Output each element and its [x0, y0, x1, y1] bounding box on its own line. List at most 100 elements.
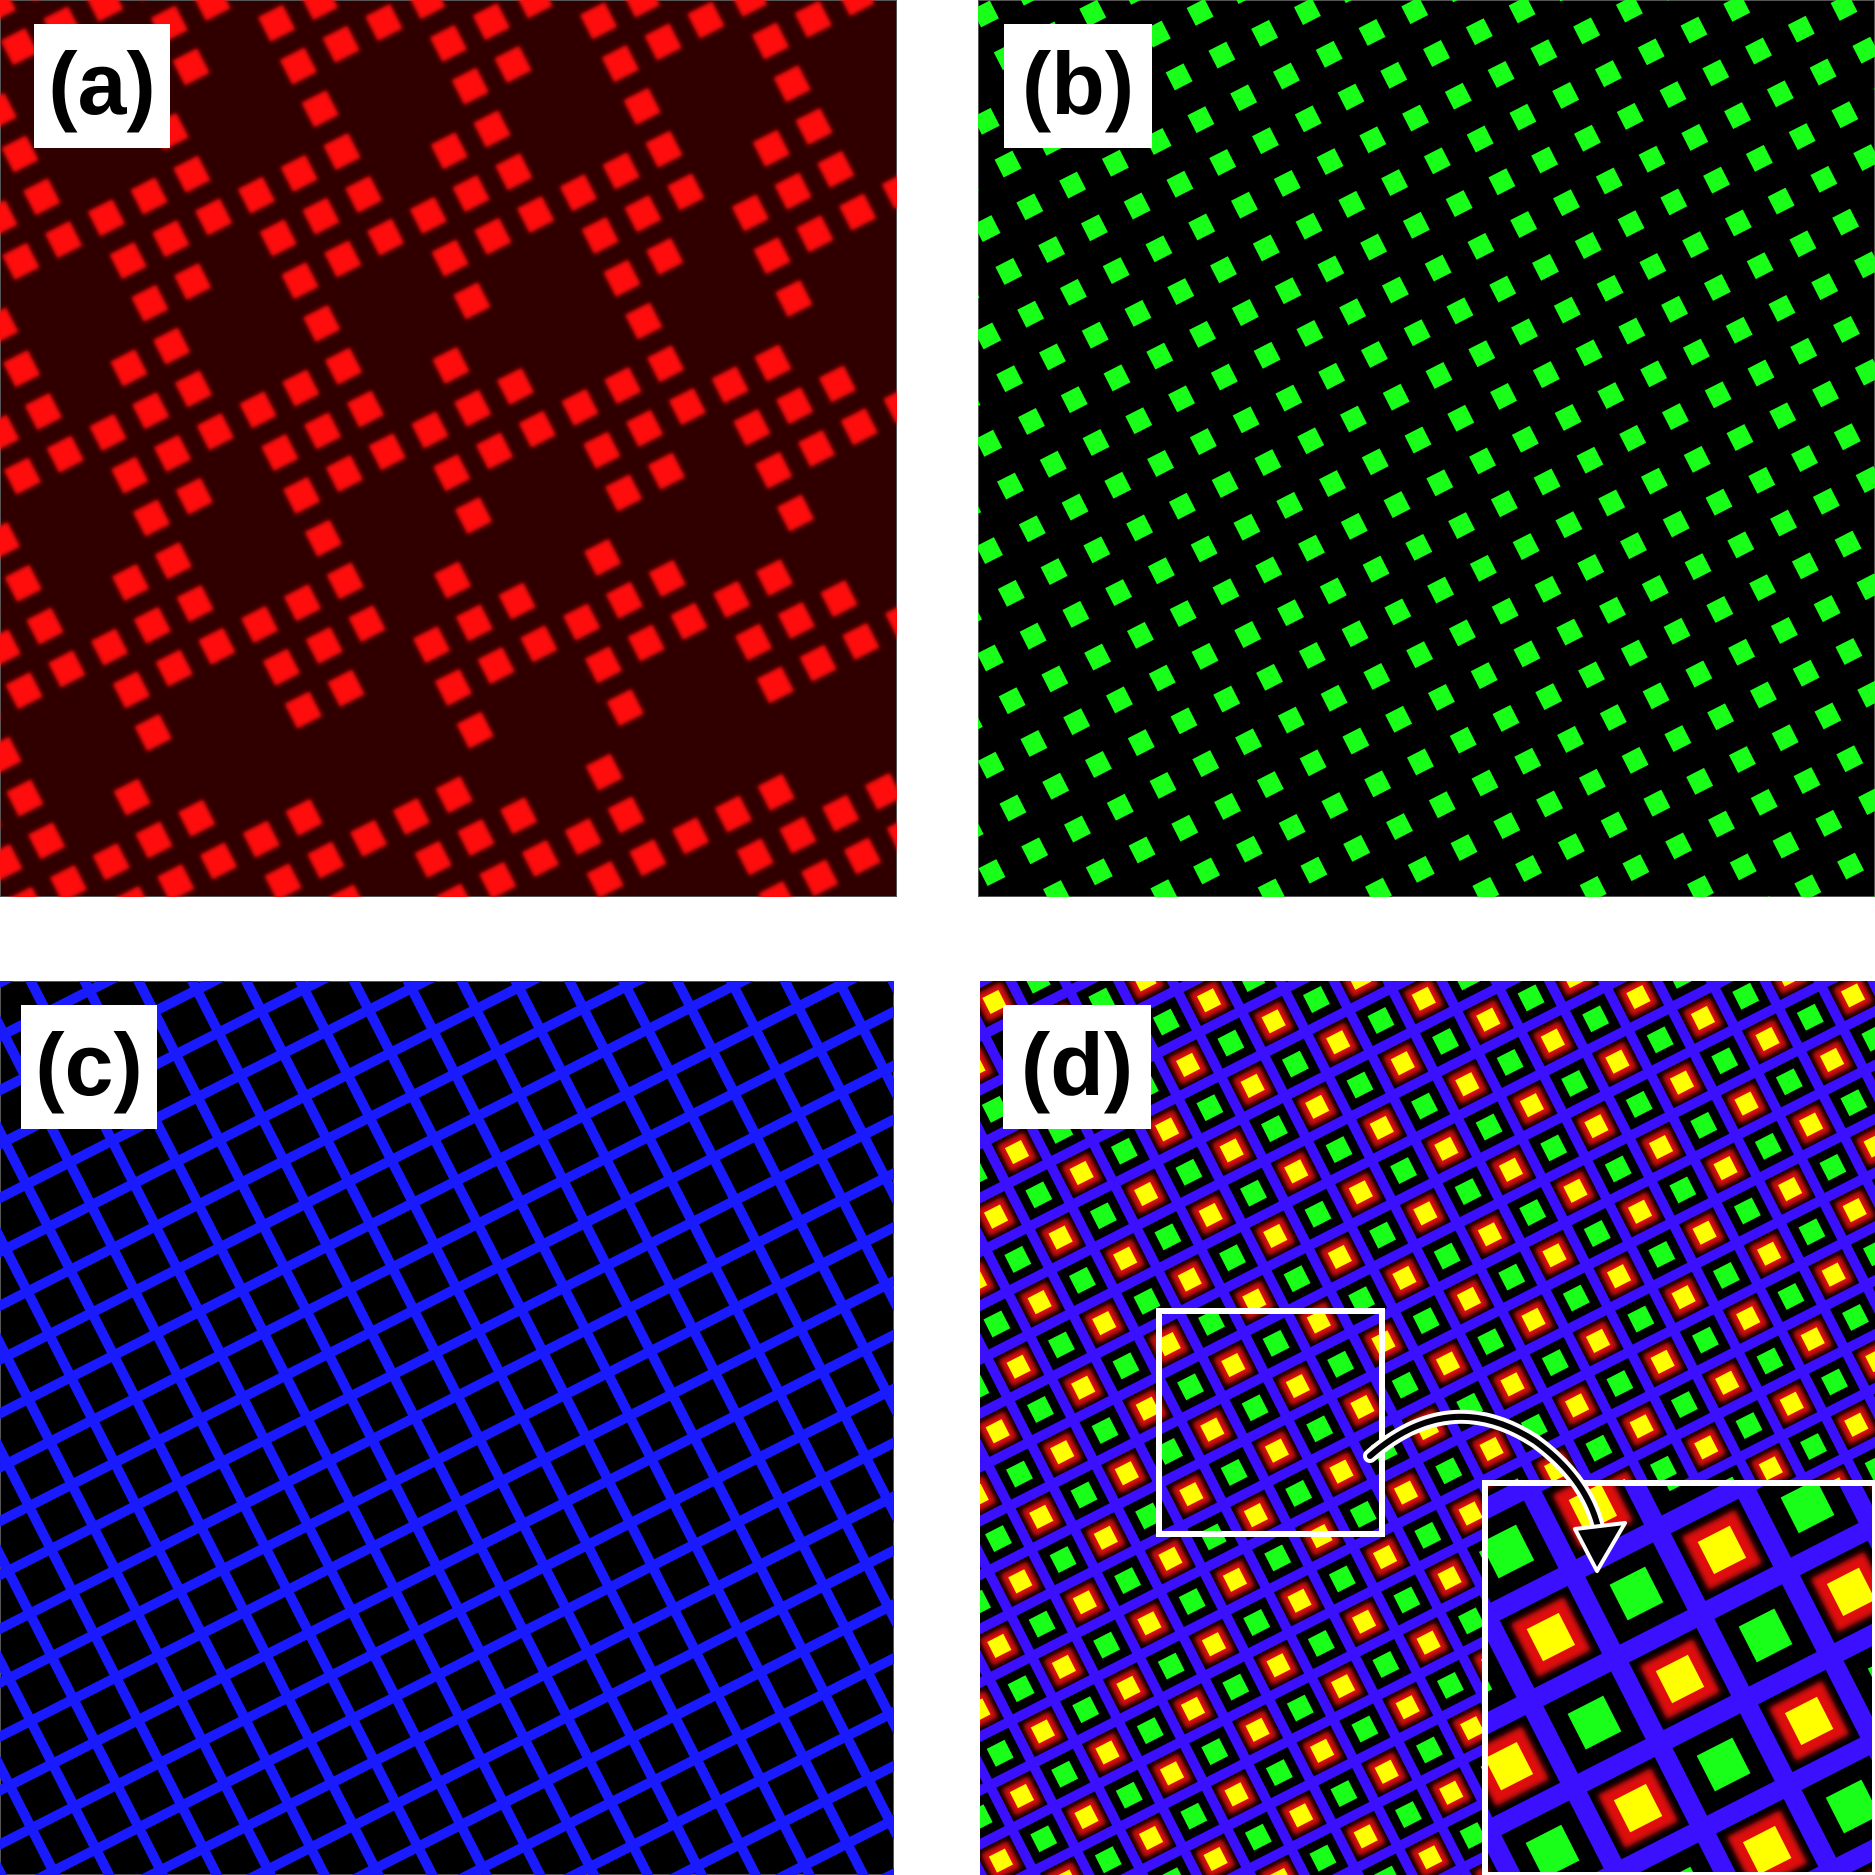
yellow-dot: [1584, 1114, 1609, 1139]
green-dot: [1068, 1266, 1096, 1294]
red-dot: [434, 668, 473, 707]
red-dot: [0, 843, 23, 882]
green-dot: [1659, 81, 1687, 109]
red-halo: [1124, 981, 1165, 1000]
red-dot: [239, 391, 277, 429]
green-dot: [1621, 746, 1649, 774]
green-dot: [1384, 598, 1412, 626]
green-dot: [1525, 1824, 1580, 1875]
green-dot: [1835, 637, 1863, 665]
green-dot: [1300, 856, 1328, 884]
green-dot: [1154, 1223, 1182, 1251]
yellow-dot: [1135, 1396, 1160, 1421]
green-dot: [1380, 61, 1408, 89]
green-dot: [1285, 1479, 1313, 1507]
red-dot: [157, 863, 195, 897]
red-dot: [624, 194, 662, 233]
green-dot: [1041, 665, 1069, 693]
green-dot: [1294, 105, 1322, 133]
red-dot: [751, 22, 790, 60]
green-dot: [1615, 0, 1643, 23]
green-dot: [1403, 319, 1431, 347]
blue-grid-line: [0, 981, 649, 1312]
green-dot: [1450, 834, 1478, 861]
green-dot: [1445, 190, 1473, 218]
green-dot: [1253, 341, 1281, 369]
green-dot: [1511, 318, 1538, 346]
red-dot: [475, 432, 514, 470]
green-dot: [1551, 0, 1579, 2]
yellow-dot: [1526, 1612, 1576, 1662]
red-dot: [881, 171, 897, 210]
green-dot: [1295, 212, 1323, 240]
red-halo: [980, 1690, 999, 1731]
green-dot: [1681, 123, 1709, 151]
green-dot: [1189, 428, 1217, 456]
red-dot: [279, 47, 318, 85]
yellow-dot: [1757, 1241, 1782, 1266]
green-dot: [1411, 1092, 1439, 1120]
green-dot: [1667, 981, 1695, 989]
green-dot: [1447, 404, 1475, 432]
red-dot: [194, 198, 233, 236]
red-dot: [629, 838, 667, 877]
red-dot: [282, 369, 320, 407]
green-dot: [980, 1589, 991, 1617]
yellow-dot: [1437, 1565, 1462, 1591]
green-dot: [1231, 191, 1258, 219]
green-dot: [1180, 1802, 1208, 1830]
green-dot: [1423, 147, 1451, 175]
blue-grid-line: [0, 1383, 894, 1850]
green-dot: [1723, 0, 1751, 22]
green-dot: [1358, 19, 1386, 46]
red-dot: [797, 429, 836, 468]
green-dot: [1702, 59, 1730, 87]
grid-line: [980, 1113, 1875, 1581]
green-dot: [1641, 575, 1669, 602]
green-dot: [1274, 277, 1302, 305]
red-dot: [411, 411, 449, 449]
green-dot: [1093, 1631, 1121, 1659]
green-dot: [1708, 810, 1735, 838]
green-dot: [1168, 492, 1196, 520]
green-dot: [1212, 578, 1240, 606]
green-dot: [1363, 662, 1391, 690]
green-dot: [1485, 1524, 1535, 1579]
green-dot: [1187, 106, 1215, 134]
green-dot: [1789, 230, 1817, 258]
green-dot: [1094, 1846, 1122, 1874]
green-dot: [1254, 449, 1282, 477]
yellow-dot: [1243, 1503, 1269, 1528]
blue-grid-line: [294, 981, 762, 1875]
green-dot: [1017, 300, 1045, 328]
green-dot: [1663, 617, 1691, 645]
green-dot: [1670, 1391, 1698, 1419]
red-dot: [584, 645, 623, 684]
yellow-dot: [1095, 1740, 1120, 1765]
green-dot: [1772, 831, 1800, 859]
grid-line: [1651, 981, 1875, 1420]
green-dot: [1863, 1239, 1875, 1267]
red-dot: [668, 387, 707, 426]
yellow-dot: [1629, 1414, 1654, 1439]
red-dot: [134, 713, 173, 752]
grid-line: [1515, 1483, 1738, 1875]
red-dot: [795, 107, 833, 146]
green-dot: [1152, 1008, 1180, 1036]
red-dot: [433, 561, 472, 599]
green-dot: [1018, 408, 1045, 435]
green-dot: [1230, 84, 1258, 112]
red-dot: [21, 0, 60, 1]
green-dot: [1209, 148, 1237, 176]
yellow-dot: [1540, 1028, 1565, 1053]
green-dot: [1530, 39, 1558, 67]
yellow-dot: [1372, 1545, 1398, 1570]
yellow-dot: [1027, 1290, 1052, 1315]
green-dot: [1490, 382, 1517, 410]
green-dot: [1705, 488, 1733, 516]
green-dot: [978, 816, 984, 844]
red-dot: [113, 778, 152, 817]
green-dot: [1472, 876, 1500, 897]
green-dot: [1696, 1737, 1751, 1792]
green-dot: [1449, 726, 1477, 754]
